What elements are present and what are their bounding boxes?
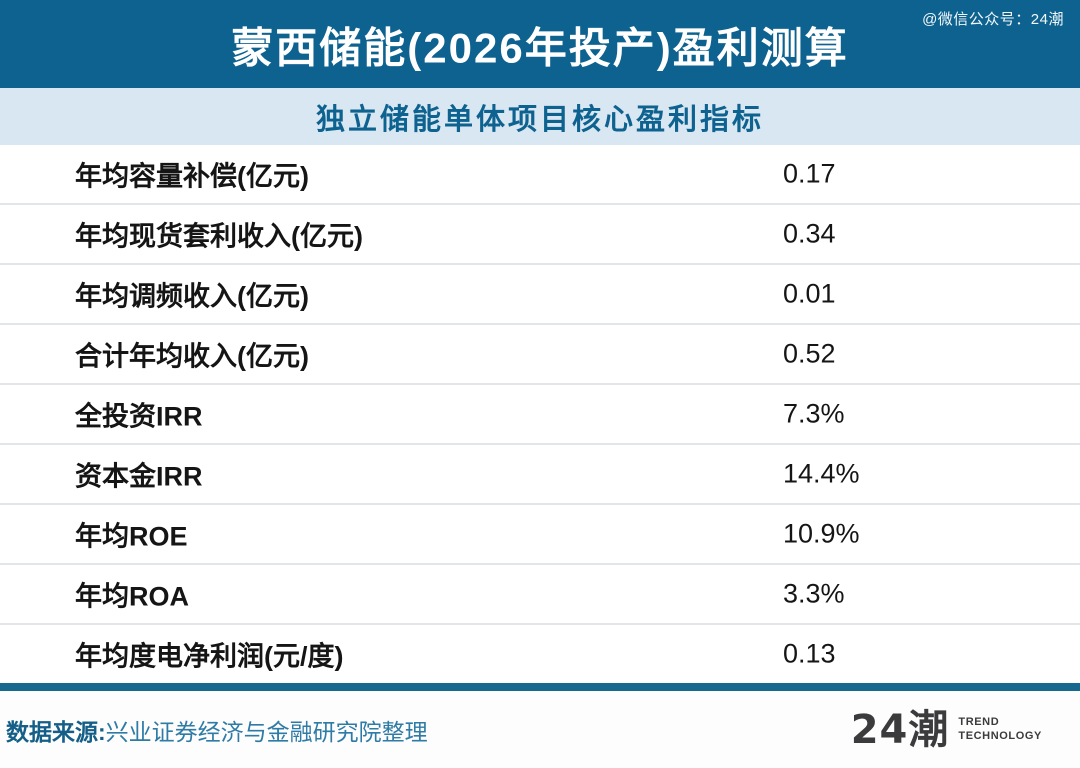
metric-label: 年均ROA [75,581,189,612]
table-row: 合计年均收入(亿元) 0.52 [0,325,1080,385]
metrics-table: 年均容量补偿(亿元) 0.17 年均现货套利收入(亿元) 0.34 年均调频收入… [0,145,1080,683]
metric-label: 全投资IRR [75,401,203,432]
metric-value: 14.4% [783,458,860,489]
metric-value: 0.52 [783,338,836,369]
table-row: 年均调频收入(亿元) 0.01 [0,265,1080,325]
table-row: 全投资IRR 7.3% [0,385,1080,445]
metric-value: 3.3% [783,578,845,609]
section-subtitle: 独立储能单体项目核心盈利指标 [315,103,764,136]
accent-divider [0,683,1080,691]
footer: 数据来源:兴业证券经济与金融研究院整理 24潮 TREND TECHNOLOGY [0,691,1080,768]
metric-label: 资本金IRR [75,461,203,492]
metric-label: 年均容量补偿(亿元) [75,161,309,192]
table-row: 年均容量补偿(亿元) 0.17 [0,145,1080,205]
table-row: 年均度电净利润(元/度) 0.13 [0,625,1080,683]
data-source-text: 兴业证券经济与金融研究院整理 [105,718,428,745]
data-source: 数据来源:兴业证券经济与金融研究院整理 [6,713,428,747]
logo-tagline-line2: TECHNOLOGY [958,729,1042,742]
header-bar: 蒙西储能(2026年投产)盈利测算 @微信公众号：24潮 [0,0,1080,88]
metric-label: 年均调频收入(亿元) [75,281,309,312]
table-row: 资本金IRR 14.4% [0,445,1080,505]
metric-value: 0.13 [783,638,836,669]
logo-tagline-line1: TREND [958,715,1000,728]
table-row: 年均现货套利收入(亿元) 0.34 [0,205,1080,265]
brand-logo-24chao: 24潮 TREND TECHNOLOGY [851,710,1042,750]
wechat-watermark: @微信公众号：24潮 [922,11,1064,28]
metric-value: 7.3% [783,398,845,429]
logo-wordmark: 24潮 [850,706,950,753]
metric-label: 年均现货套利收入(亿元) [75,221,363,252]
metric-label: 年均度电净利润(元/度) [75,641,344,672]
data-source-label: 数据来源: [6,718,106,745]
metric-value: 0.01 [783,278,836,309]
page-title: 蒙西储能(2026年投产)盈利测算 [231,24,849,72]
metric-label: 合计年均收入(亿元) [75,341,309,372]
subtitle-band: 独立储能单体项目核心盈利指标 [0,88,1080,145]
table-row: 年均ROE 10.9% [0,505,1080,565]
metric-value: 0.34 [783,218,836,249]
logo-tagline: TREND TECHNOLOGY [958,716,1042,744]
metric-value: 0.17 [783,158,836,189]
table-row: 年均ROA 3.3% [0,565,1080,625]
metric-label: 年均ROE [75,521,188,552]
metric-value: 10.9% [783,518,860,549]
